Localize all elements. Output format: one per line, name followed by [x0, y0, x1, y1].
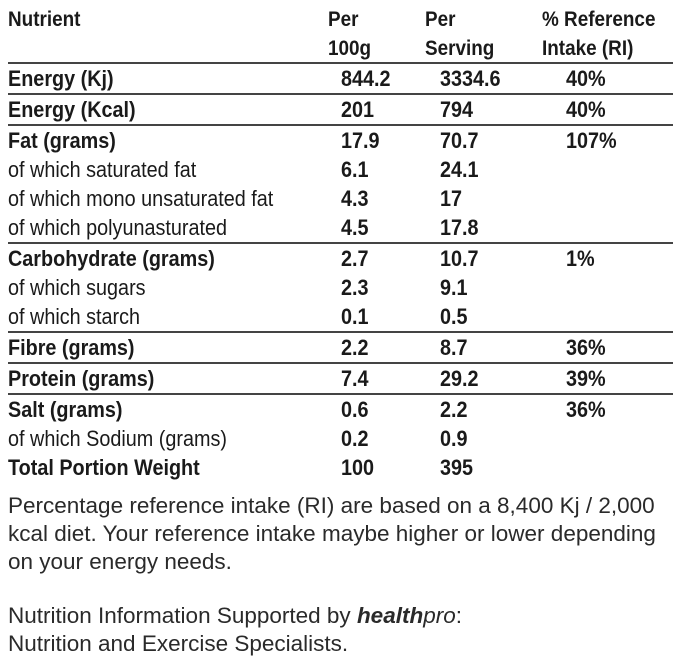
value-per-serving: 10.7	[440, 246, 479, 271]
value-per-serving: 2.2	[440, 397, 468, 422]
table-row: Protein (grams) 7.4 29.2 39%	[8, 364, 673, 393]
value-ri: 39%	[566, 366, 606, 391]
value-per-100g: 201	[341, 97, 375, 122]
row-group-fat: Fat (grams) 17.9 70.7 107% of which satu…	[8, 124, 673, 242]
row-label: Salt (grams)	[8, 397, 123, 422]
table-row: Carbohydrate (grams) 2.7 10.7 1%	[8, 244, 673, 273]
table-row: of which starch 0.1 0.5	[8, 302, 673, 331]
support-line2: Nutrition and Exercise Specialists.	[8, 631, 349, 656]
value-ri: 40%	[566, 97, 606, 122]
row-group-energy-kj: Energy (Kj) 844.2 3334.6 40%	[8, 62, 673, 93]
row-label: Fat (grams)	[8, 128, 116, 153]
value-per-serving: 8.7	[440, 335, 468, 360]
row-group-carbohydrate: Carbohydrate (grams) 2.7 10.7 1% of whic…	[8, 242, 673, 331]
table-row: Fibre (grams) 2.2 8.7 36%	[8, 333, 673, 362]
row-group-salt: Salt (grams) 0.6 2.2 36% of which Sodium…	[8, 393, 673, 482]
row-group-energy-kcal: Energy (Kcal) 201 794 40%	[8, 93, 673, 124]
row-label: of which starch	[8, 304, 141, 329]
value-per-100g: 100	[341, 455, 375, 480]
value-per-100g: 2.2	[341, 335, 369, 360]
table-header: Nutrient Per 100g Per Serving % Referenc…	[8, 5, 673, 63]
value-per-100g: 0.2	[341, 426, 369, 451]
value-per-100g: 7.4	[341, 366, 369, 391]
support-prefix: Nutrition Information Supported by	[8, 603, 357, 628]
table-row: of which saturated fat 6.1 24.1	[8, 155, 673, 184]
row-label: Energy (Kcal)	[8, 97, 136, 122]
value-per-serving: 17	[440, 186, 463, 211]
value-per-100g: 2.7	[341, 246, 369, 271]
value-ri: 40%	[566, 66, 606, 91]
header-reference-intake: % Reference Intake (RI)	[542, 5, 655, 63]
value-per-100g: 844.2	[341, 66, 391, 91]
table-row: of which polyunasturated 4.5 17.8	[8, 213, 673, 242]
header-per-100g-line2: 100g	[328, 37, 372, 60]
value-per-serving: 9.1	[440, 275, 468, 300]
brand-name-light: pro	[423, 603, 456, 628]
table-row: Energy (Kj) 844.2 3334.6 40%	[8, 64, 673, 93]
header-per-100g-line1: Per	[328, 8, 359, 31]
row-label: Total Portion Weight	[8, 455, 200, 480]
value-per-serving: 794	[440, 97, 474, 122]
table-row: of which mono unsaturated fat 4.3 17	[8, 184, 673, 213]
table-row: of which sugars 2.3 9.1	[8, 273, 673, 302]
row-group-fibre: Fibre (grams) 2.2 8.7 36%	[8, 331, 673, 362]
support-footnote: Nutrition Information Supported by healt…	[8, 602, 668, 658]
value-per-serving: 29.2	[440, 366, 479, 391]
value-per-100g: 0.6	[341, 397, 369, 422]
table-row: Salt (grams) 0.6 2.2 36%	[8, 395, 673, 424]
row-label: Energy (Kj)	[8, 66, 114, 91]
header-per-serving-line1: Per	[425, 8, 456, 31]
header-ri-line1: % Reference	[542, 8, 656, 31]
row-label: of which saturated fat	[8, 157, 197, 182]
value-per-serving: 0.9	[440, 426, 468, 451]
value-per-100g: 2.3	[341, 275, 369, 300]
value-per-100g: 4.3	[341, 186, 369, 211]
nutrition-table: Energy (Kj) 844.2 3334.6 40% Energy (Kca…	[8, 62, 673, 482]
value-per-serving: 70.7	[440, 128, 479, 153]
row-label: Protein (grams)	[8, 366, 155, 391]
value-per-100g: 4.5	[341, 215, 369, 240]
header-nutrient: Nutrient	[8, 8, 81, 31]
table-row: Total Portion Weight 100 395	[8, 453, 673, 482]
value-per-serving: 3334.6	[440, 66, 501, 91]
value-ri: 36%	[566, 397, 606, 422]
ri-footnote: Percentage reference intake (RI) are bas…	[8, 493, 656, 574]
value-per-100g: 17.9	[341, 128, 380, 153]
row-label: of which mono unsaturated fat	[8, 186, 274, 211]
header-per-100g: Per 100g	[328, 5, 371, 63]
support-suffix: :	[455, 603, 462, 628]
row-label: of which polyunasturated	[8, 215, 228, 240]
header-ri-line2: Intake (RI)	[542, 37, 634, 60]
table-row: of which Sodium (grams) 0.2 0.9	[8, 424, 673, 453]
value-per-serving: 17.8	[440, 215, 479, 240]
brand-name-strong: health	[356, 603, 424, 628]
table-row: Fat (grams) 17.9 70.7 107%	[8, 126, 673, 155]
value-per-serving: 24.1	[440, 157, 479, 182]
header-per-serving-line2: Serving	[425, 37, 495, 60]
value-per-serving: 395	[440, 455, 474, 480]
value-per-100g: 6.1	[341, 157, 369, 182]
value-per-serving: 0.5	[440, 304, 468, 329]
row-label: of which sugars	[8, 275, 146, 300]
value-ri: 1%	[566, 246, 595, 271]
value-per-100g: 0.1	[341, 304, 369, 329]
row-group-protein: Protein (grams) 7.4 29.2 39%	[8, 362, 673, 393]
header-per-serving: Per Serving	[425, 5, 494, 63]
row-label: of which Sodium (grams)	[8, 426, 227, 451]
table-row: Energy (Kcal) 201 794 40%	[8, 95, 673, 124]
row-label: Carbohydrate (grams)	[8, 246, 215, 271]
value-ri: 107%	[566, 128, 617, 153]
value-ri: 36%	[566, 335, 606, 360]
row-label: Fibre (grams)	[8, 335, 135, 360]
